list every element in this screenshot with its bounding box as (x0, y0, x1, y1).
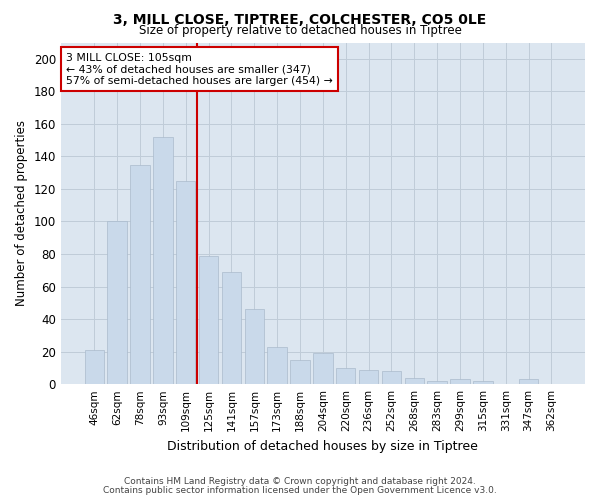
Bar (313, 354, 332, 384)
Bar (404, 378, 424, 384)
Bar (427, 381, 447, 384)
Bar (451, 380, 470, 384)
Text: Contains public sector information licensed under the Open Government Licence v3: Contains public sector information licen… (103, 486, 497, 495)
Bar (245, 310, 264, 384)
Bar (473, 381, 493, 384)
Bar (176, 181, 196, 384)
Y-axis label: Number of detached properties: Number of detached properties (15, 120, 28, 306)
Bar (268, 347, 287, 384)
Bar (519, 380, 538, 384)
X-axis label: Distribution of detached houses by size in Tiptree: Distribution of detached houses by size … (167, 440, 478, 452)
Bar (85, 350, 104, 384)
Text: 3, MILL CLOSE, TIPTREE, COLCHESTER, CO5 0LE: 3, MILL CLOSE, TIPTREE, COLCHESTER, CO5 … (113, 12, 487, 26)
Bar (290, 360, 310, 384)
Bar (336, 368, 355, 384)
Bar (107, 222, 127, 384)
Bar (222, 272, 241, 384)
Bar (382, 371, 401, 384)
Text: 3 MILL CLOSE: 105sqm
← 43% of detached houses are smaller (347)
57% of semi-deta: 3 MILL CLOSE: 105sqm ← 43% of detached h… (66, 53, 333, 86)
Text: Size of property relative to detached houses in Tiptree: Size of property relative to detached ho… (139, 24, 461, 37)
Bar (199, 256, 218, 384)
Bar (359, 370, 379, 384)
Bar (153, 137, 173, 384)
Bar (130, 164, 150, 384)
Text: Contains HM Land Registry data © Crown copyright and database right 2024.: Contains HM Land Registry data © Crown c… (124, 477, 476, 486)
